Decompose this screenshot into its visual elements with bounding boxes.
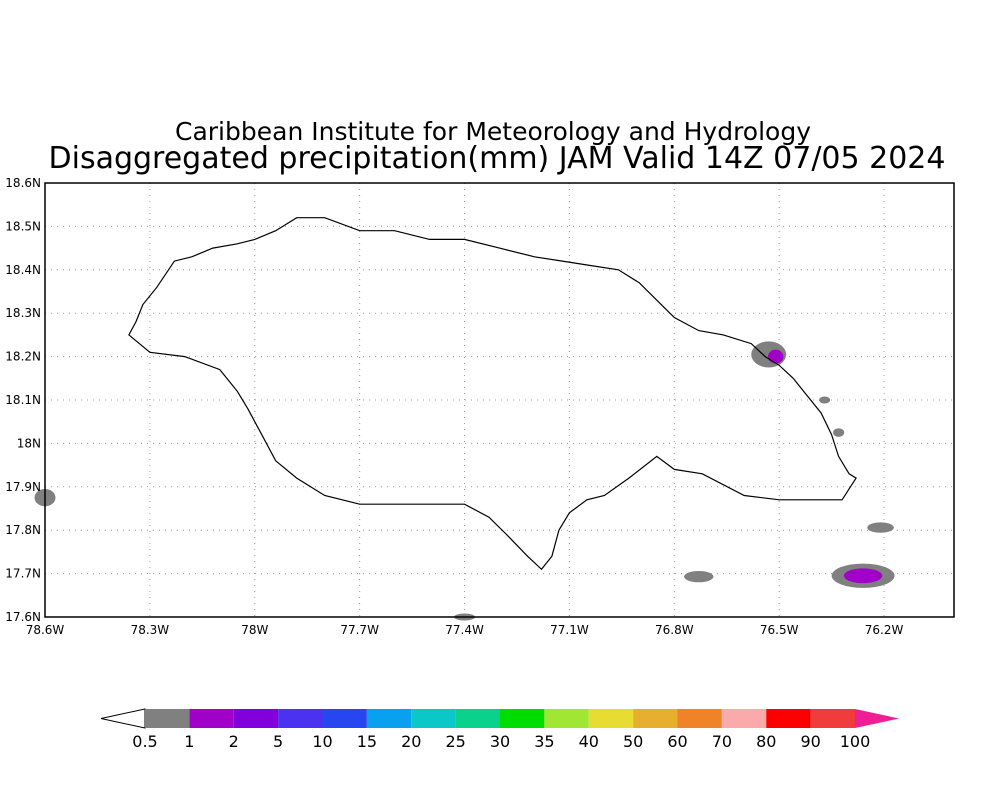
colorbar-swatch (366, 709, 412, 728)
lat-tick-label: 18.4N (5, 263, 41, 277)
colorbar-high-arrow (855, 709, 899, 728)
colorbar-swatch (677, 709, 722, 728)
colorbar-label: 25 (445, 732, 465, 751)
title-institute: Caribbean Institute for Meteorology and … (175, 117, 811, 146)
rain-cell (833, 428, 845, 437)
colorbar-swatch (411, 709, 456, 728)
lon-tick-label: 77.1W (550, 623, 589, 637)
lat-tick-label: 18.5N (5, 219, 41, 233)
lat-tick-label: 18.2N (5, 350, 41, 364)
colorbar-swatch (721, 709, 767, 728)
lat-tick-label: 18N (17, 436, 41, 450)
colorbar-swatch (633, 709, 678, 728)
colorbar-swatch (810, 709, 855, 728)
rain-cell (819, 396, 831, 404)
rain-cell (768, 349, 784, 364)
title-product: Disaggregated precipitation(mm) JAM Vali… (49, 141, 946, 176)
colorbar-label: 20 (401, 732, 421, 751)
colorbar-swatch (766, 709, 811, 728)
coastline-layer (128, 217, 857, 571)
lat-tick-label: 17.9N (5, 480, 41, 494)
colorbar-label: 35 (534, 732, 554, 751)
colorbar-label: 5 (273, 732, 283, 751)
map-panel: 18.6N 18.5N 18.4N 18.3N 18.2N 18.1N 18N 17.9N 17… (5, 176, 955, 637)
lat-tick-label: 17.6N (5, 610, 41, 624)
precipitation-layer (34, 341, 895, 621)
colorbar-swatch (145, 709, 190, 728)
colorbar-label: 0.5 (132, 732, 157, 751)
lon-tick-label: 76.2W (865, 623, 904, 637)
colorbar-swatch (233, 709, 279, 728)
colorbar-swatch (322, 709, 367, 728)
colorbar-swatch (189, 709, 234, 728)
lon-tick-label: 76.8W (655, 623, 694, 637)
colorbar-label: 1 (184, 732, 194, 751)
colorbar-label: 70 (712, 732, 732, 751)
colorbar-label: 30 (490, 732, 510, 751)
colorbar-swatch (588, 709, 634, 728)
map-frame (44, 182, 955, 618)
lat-tick-label: 18.1N (5, 393, 41, 407)
lat-tick-label: 18.3N (5, 306, 41, 320)
colorbar-label: 80 (756, 732, 776, 751)
lon-tick-label: 78W (241, 623, 268, 637)
rain-cell (867, 522, 894, 533)
lon-tick-label: 78.6W (26, 623, 65, 637)
colorbar-label: 40 (579, 732, 599, 751)
colorbar-swatch (544, 709, 589, 728)
lon-tick-label: 77.7W (340, 623, 379, 637)
colorbar-label: 10 (312, 732, 332, 751)
rain-cell (843, 568, 883, 584)
colorbar-label: 90 (800, 732, 820, 751)
colorbar-label: 50 (623, 732, 643, 751)
lat-tick-label: 17.7N (5, 567, 41, 581)
lon-tick-label: 77.4W (445, 623, 484, 637)
jamaica-coastline (128, 217, 857, 571)
colorbar-label: 100 (840, 732, 871, 751)
colorbar-label: 2 (229, 732, 239, 751)
lat-tick-label: 18.6N (5, 176, 41, 190)
lat-tick-label: 17.8N (5, 523, 41, 537)
colorbar-legend: 0.5 1 2 5 10 15 20 25 30 35 40 50 60 70 80 90 100 (100, 708, 899, 751)
colorbar-label: 15 (357, 732, 377, 751)
rain-cell (684, 570, 714, 583)
colorbar-label: 60 (667, 732, 687, 751)
colorbar-swatch (455, 709, 500, 728)
colorbar-low-arrow (100, 708, 146, 729)
lon-tick-label: 78.3W (131, 623, 170, 637)
colorbar-swatch (278, 709, 323, 728)
lon-tick-label: 76.5W (760, 623, 799, 637)
longitude-tick-labels: 78.6W 78.3W 78W 77.7W 77.4W 77.1W 76.8W 76.5W 76… (26, 623, 904, 637)
latitude-tick-labels: 18.6N 18.5N 18.4N 18.3N 18.2N 18.1N 18N 17.9N 17… (5, 176, 41, 624)
colorbar-swatch (500, 709, 545, 728)
